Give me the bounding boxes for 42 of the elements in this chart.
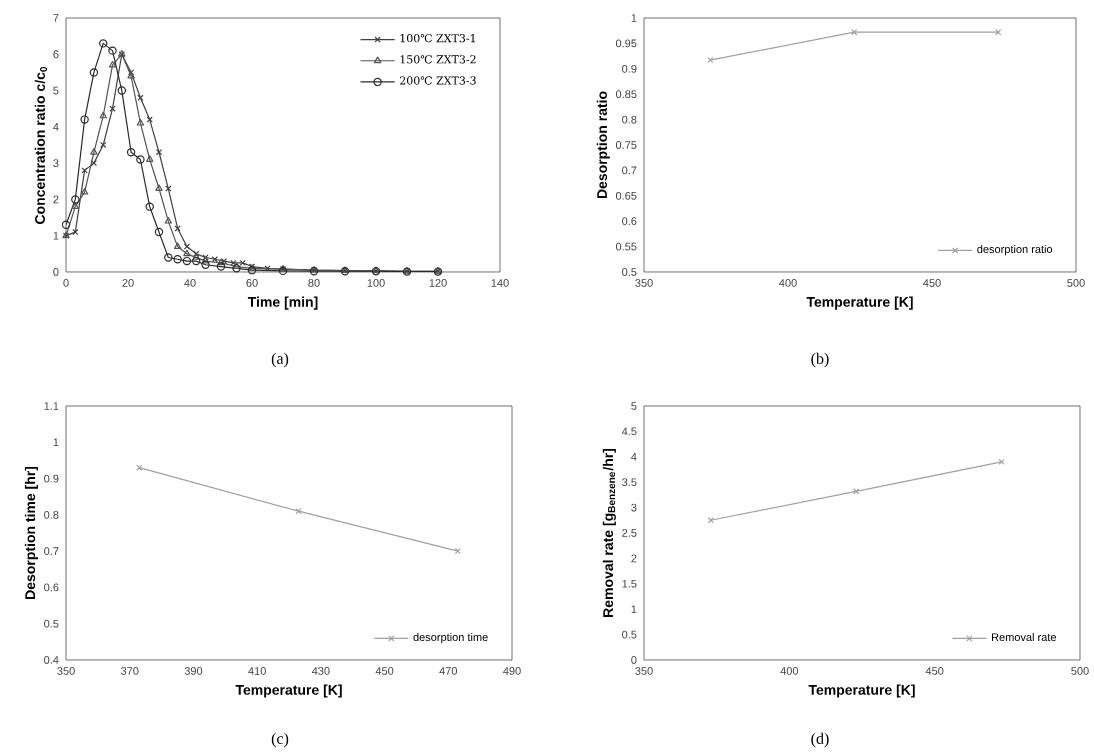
- point: [173, 255, 182, 264]
- point: [173, 242, 182, 249]
- point: [137, 94, 144, 101]
- point: [165, 185, 172, 192]
- point: [155, 184, 163, 191]
- text: (d): [811, 732, 829, 748]
- point: [90, 148, 98, 155]
- point: [183, 243, 191, 250]
- point: [108, 46, 117, 55]
- point: [109, 105, 116, 112]
- text: (a): [271, 352, 289, 368]
- text: (c): [271, 732, 289, 748]
- point: [108, 60, 117, 68]
- point: [853, 488, 860, 495]
- point: [99, 111, 107, 119]
- point: [80, 115, 89, 124]
- point: [126, 148, 136, 157]
- point: [80, 187, 89, 195]
- point: [164, 253, 173, 262]
- point: [183, 249, 191, 257]
- point: [89, 68, 99, 77]
- point: [192, 256, 201, 266]
- point: [146, 116, 153, 123]
- point: [164, 216, 173, 224]
- point: [182, 256, 192, 266]
- point: [264, 265, 271, 272]
- point: [216, 262, 226, 271]
- point: [155, 149, 163, 156]
- point: [100, 141, 107, 149]
- point: [201, 260, 210, 269]
- point: [99, 39, 108, 48]
- point: [136, 155, 145, 164]
- text: (b): [811, 352, 829, 368]
- point: [154, 227, 164, 237]
- point: [71, 195, 80, 204]
- point: [145, 202, 154, 211]
- point: [136, 119, 145, 126]
- point: [117, 86, 127, 95]
- point: [71, 202, 80, 210]
- point: [146, 155, 154, 162]
- point: [295, 508, 302, 515]
- point: [72, 228, 79, 236]
